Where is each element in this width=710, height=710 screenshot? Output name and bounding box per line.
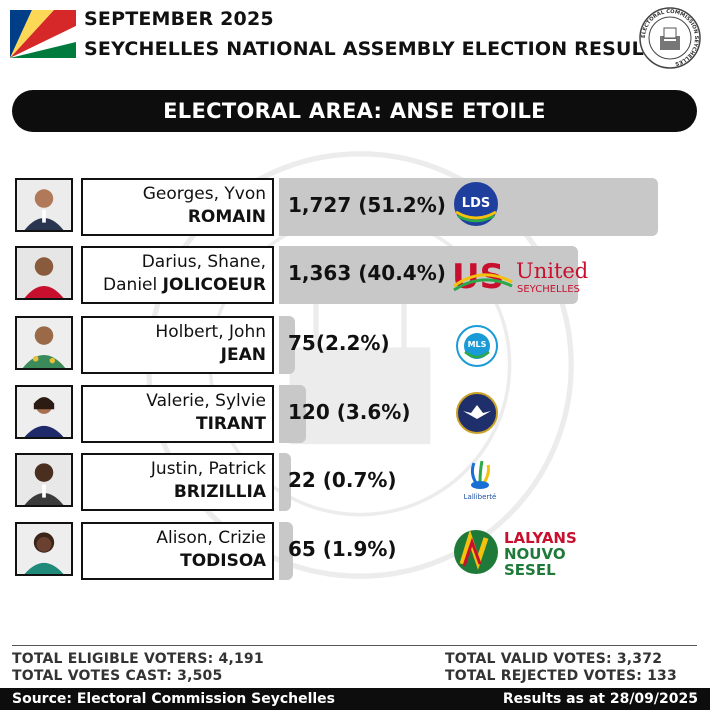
candidate-photo-icon [15,453,73,507]
candidate-photo-icon [15,522,73,576]
candidate-name: Darius, Shane, Daniel JOLICOEUR [81,246,274,304]
candidate-name: Alison, Crizie TODISOA [81,522,274,580]
divider [12,645,697,646]
candidate-photo-icon [15,316,73,370]
candidate-name: Justin, Patrick BRIZILLIA [81,453,274,511]
candidate-row: Justin, Patrick BRIZILLIA 22 (0.7%) Lall… [0,453,710,511]
lalliberte-party-logo-icon: Lalliberté [464,460,497,501]
seychelles-flag-icon [10,10,76,58]
candidate-name: Valerie, Sylvie TIRANT [81,385,274,443]
candidate-given-names: Justin, Patrick [150,459,266,479]
vote-bar [279,522,294,580]
candidate-surname: TIRANT [196,414,266,434]
lds-logo-text: LDS [462,196,490,211]
vote-result: 75(2.2%) [288,331,390,355]
candidate-row: Holbert, John JEAN 75(2.2%) MLS [0,316,710,374]
candidate-name: Georges, Yvon ROMAIN [81,178,274,236]
vote-bar [279,316,296,374]
candidate-given-names: Valerie, Sylvie [146,391,266,411]
page-title: SEYCHELLES NATIONAL ASSEMBLY ELECTION RE… [84,38,668,60]
lalliberte-logo-text: Lalliberté [464,493,497,501]
electoral-commission-seal-icon: ELECTORAL COMMISSION SEYCHELLES [639,7,701,69]
candidate-surname: BRIZILLIA [173,482,266,502]
vote-result: 22 (0.7%) [288,468,397,492]
total-votes-cast: TOTAL VOTES CAST: 3,505 [12,668,223,684]
vote-result: 1,363 (40.4%) [288,261,446,285]
vote-result: 1,727 (51.2%) [288,193,446,217]
lalyans-nouvo-sesel-logo-icon: LALYANS NOUVO SESEL [454,529,577,578]
nouvo-logo-text: NOUVO [504,545,566,563]
candidate-given-names-2: Daniel [103,275,158,295]
candidate-row: Darius, Shane, Daniel JOLICOEUR 1,363 (4… [0,246,710,304]
election-month: SEPTEMBER 2025 [84,8,274,30]
candidate-name: Holbert, John JEAN [81,316,274,374]
candidate-given-names: Alison, Crizie [156,528,266,548]
seychelles-logo-text: SEYCHELLES [517,284,580,295]
lds-party-logo-icon: LDS [454,182,498,226]
candidate-given-names: Holbert, John [155,322,266,342]
total-eligible-voters: TOTAL ELIGIBLE VOTERS: 4,191 [12,651,264,667]
candidate-surname: ROMAIN [187,207,266,227]
mls-logo-text: MLS [468,340,487,349]
footer-bar: Source: Electoral Commission Seychelles … [0,688,710,710]
vote-result: 65 (1.9%) [288,537,397,561]
total-rejected-votes: TOTAL REJECTED VOTES: 133 [445,668,677,684]
united-seychelles-logo-icon: US United SEYCHELLES [452,257,588,296]
mls-party-logo-icon: MLS [456,325,498,367]
candidate-photo-icon [15,246,73,300]
candidate-row: Georges, Yvon ROMAIN 1,727 (51.2%) LDS [0,178,710,236]
candidate-row: Alison, Crizie TODISOA 65 (1.9%) LALYANS… [0,522,710,580]
candidate-given-names: Darius, Shane, [141,252,266,272]
candidate-row: Valerie, Sylvie TIRANT 120 (3.6%) [0,385,710,443]
candidate-given-names: Georges, Yvon [142,184,266,204]
candidate-surname: JOLICOEUR [162,275,266,295]
vote-bar [279,246,578,304]
united-logo-text: United [516,259,588,283]
candidate-surname: TODISOA [180,551,266,571]
candidate-surname: JEAN [220,345,266,365]
electoral-area-banner: ELECTORAL AREA: ANSE ETOILE [12,90,697,132]
candidate-photo-icon [15,178,73,232]
eagle-party-logo-icon [456,392,498,434]
lalyans-logo-text: LALYANS [504,529,577,547]
vote-bar [279,453,291,511]
vote-bar [279,385,306,443]
candidate-photo-icon [15,385,73,439]
results-date: Results as at 28/09/2025 [502,691,698,707]
vote-result: 120 (3.6%) [288,400,411,424]
source-credit: Source: Electoral Commission Seychelles [12,691,336,707]
total-valid-votes: TOTAL VALID VOTES: 3,372 [445,651,663,667]
sesel-logo-text: SESEL [504,561,556,578]
